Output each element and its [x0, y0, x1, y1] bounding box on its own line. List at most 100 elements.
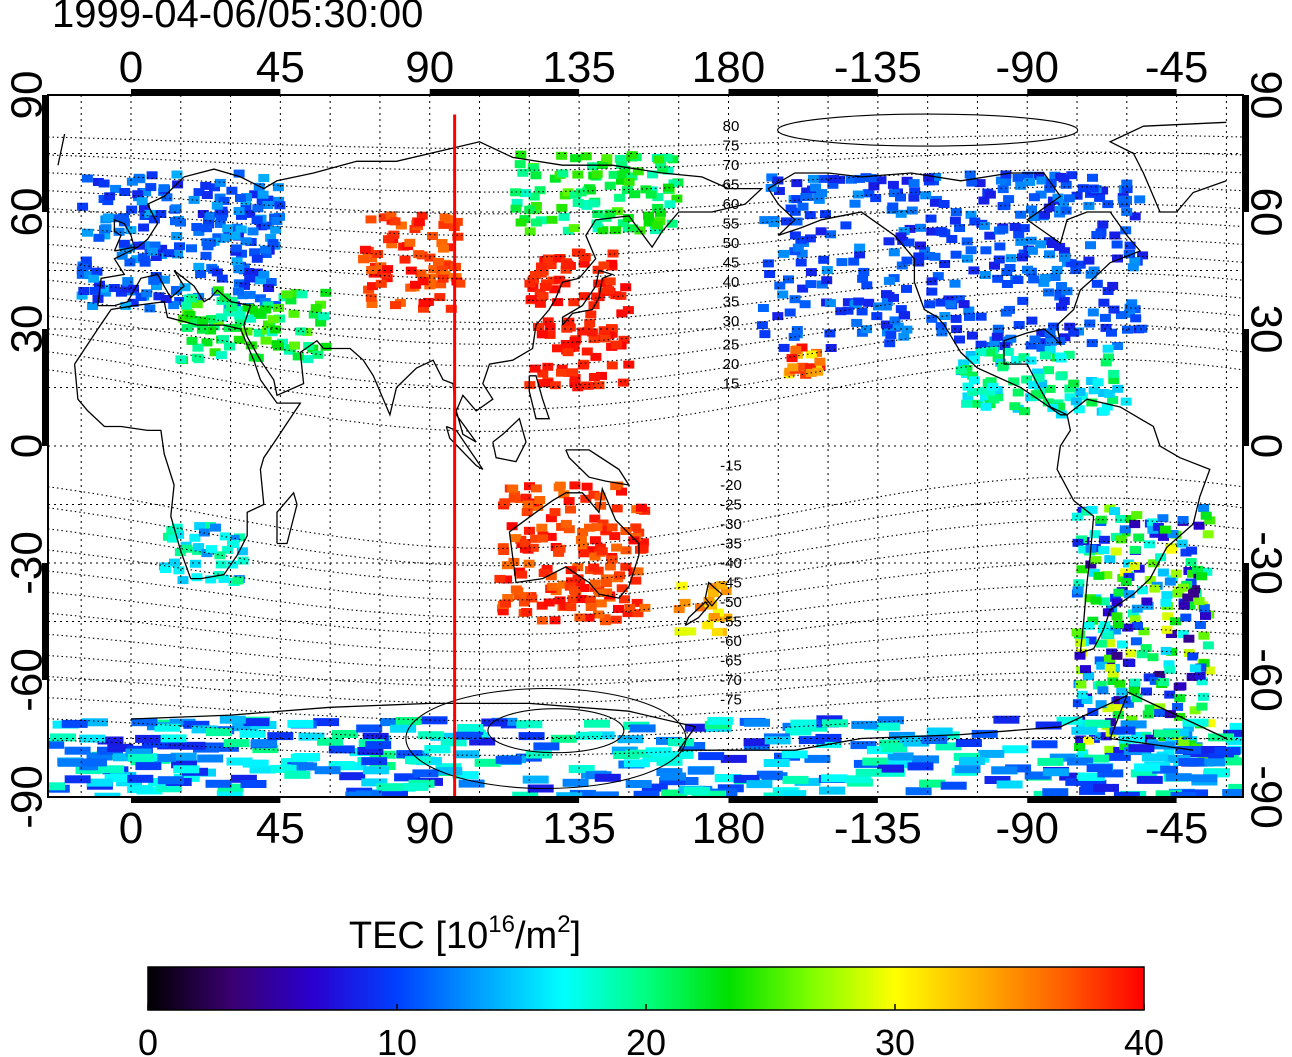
- tec-cell: [822, 719, 848, 728]
- tec-cell: [606, 523, 618, 532]
- tec-cell: [816, 189, 828, 197]
- tec-cell: [365, 215, 377, 224]
- tec-cell: [591, 292, 603, 301]
- tec-cell: [604, 181, 616, 190]
- tec-cell: [544, 322, 556, 331]
- tec-cell: [1119, 525, 1131, 534]
- tec-cell: [186, 336, 198, 345]
- tec-cell: [201, 238, 213, 247]
- tec-cell: [1088, 734, 1100, 743]
- tec-cell: [637, 544, 649, 553]
- tec-cell: [958, 359, 970, 368]
- tec-cell: [1017, 296, 1029, 305]
- tec-cell: [687, 766, 714, 775]
- tec-cell: [366, 265, 378, 274]
- tec-cell: [251, 739, 278, 748]
- tec-cell: [1196, 702, 1208, 711]
- tec-cell: [1097, 186, 1109, 195]
- tec-cell: [1063, 350, 1075, 359]
- tec-cell: [235, 194, 246, 202]
- tec-cell: [676, 581, 688, 590]
- tec-cell: [1149, 584, 1161, 593]
- tec-cell: [572, 574, 584, 583]
- tec-cell: [1107, 677, 1119, 685]
- tec-cell: [1180, 548, 1192, 557]
- coastline-borneo: [492, 417, 527, 463]
- tec-cell: [901, 284, 912, 293]
- tec-cell: [173, 765, 200, 774]
- tec-cell: [617, 170, 629, 179]
- tec-cell: [1068, 328, 1080, 337]
- tec-cell: [1056, 302, 1067, 311]
- tec-cell: [1076, 392, 1088, 401]
- tec-cell: [1102, 630, 1114, 639]
- tec-cell: [1131, 604, 1143, 613]
- tec-cell: [1075, 735, 1087, 744]
- tec-cell: [1074, 638, 1086, 647]
- contour-label: 75: [723, 138, 740, 155]
- tec-cell: [357, 747, 384, 755]
- tec-cell: [908, 193, 920, 202]
- tec-cell: [1061, 287, 1073, 296]
- tec-cell: [1134, 763, 1161, 772]
- tec-cell: [804, 754, 831, 763]
- tec-cell: [1057, 199, 1069, 208]
- tec-cell: [127, 774, 154, 783]
- tec-cell: [1128, 744, 1155, 753]
- tec-cell: [1164, 710, 1176, 719]
- tec-cell: [562, 226, 574, 235]
- tec-cell: [529, 271, 541, 279]
- tec-cell: [458, 779, 485, 788]
- contour-label: 65: [723, 177, 740, 194]
- coastline-greenland: [57, 121, 1227, 213]
- tec-cell: [1086, 377, 1098, 385]
- tec-cell: [588, 490, 600, 499]
- tec-cell: [762, 259, 774, 268]
- tec-cell: [527, 163, 539, 172]
- tec-cell: [284, 770, 311, 779]
- tec-cell: [197, 316, 209, 325]
- tec-cell: [631, 598, 643, 607]
- tec-cell: [630, 576, 642, 585]
- tec-cell: [1073, 405, 1085, 414]
- tec-cell: [613, 604, 624, 613]
- tec-cell: [923, 173, 935, 182]
- tec-cell: [206, 315, 218, 323]
- tec-cell: [805, 268, 817, 277]
- tec-cell: [274, 201, 286, 210]
- tec-cell: [790, 719, 817, 728]
- tec-cell: [1083, 736, 1095, 745]
- tec-cell: [1146, 518, 1158, 527]
- tec-cell: [1024, 177, 1036, 186]
- tec-cell: [633, 790, 660, 797]
- tec-cell: [215, 560, 227, 569]
- tec-cell: [556, 792, 583, 797]
- tec-cell: [965, 351, 977, 359]
- tec-cell: [1044, 384, 1056, 393]
- tec-cell: [252, 204, 264, 213]
- tec-cell: [145, 183, 157, 192]
- tec-cell: [1214, 747, 1241, 755]
- tec-cell: [1141, 687, 1152, 696]
- tec-cell: [1072, 699, 1084, 708]
- tec-cell: [562, 778, 589, 787]
- tec-cell: [792, 243, 804, 252]
- tec-cell: [1018, 224, 1030, 233]
- tec-cell: [608, 170, 620, 179]
- tec-cell: [954, 224, 966, 232]
- tec-cell: [935, 227, 947, 236]
- tec-cell: [173, 773, 200, 782]
- tec-cell: [524, 279, 536, 288]
- tec-cell: [260, 250, 272, 258]
- tec-cell: [205, 728, 232, 737]
- frame-bar-right: [1244, 95, 1249, 212]
- lon-label-top: 180: [692, 43, 765, 92]
- tec-cell: [999, 342, 1011, 351]
- contour-line: [48, 255, 1243, 302]
- tec-cell: [385, 211, 397, 220]
- tec-cell: [1065, 259, 1077, 268]
- tec-cell: [1164, 754, 1191, 763]
- tec-cell: [177, 576, 189, 585]
- tec-cell: [1025, 236, 1037, 245]
- tec-cell: [1177, 516, 1189, 524]
